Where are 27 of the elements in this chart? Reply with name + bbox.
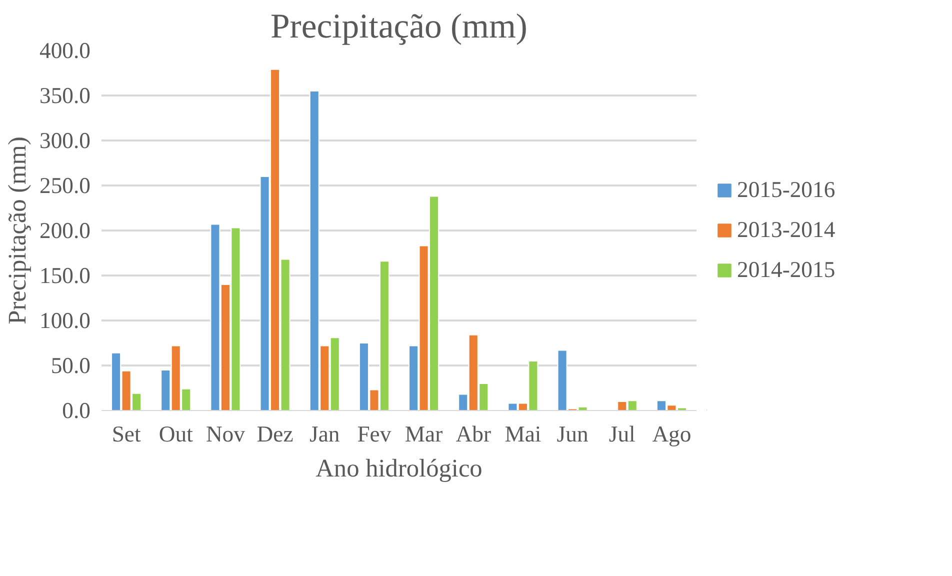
y-tick-label: 50.0 xyxy=(50,353,91,378)
x-tick-label: Mar xyxy=(404,422,444,446)
y-tick-label: 300.0 xyxy=(40,128,91,153)
y-tick-label: 0.0 xyxy=(62,398,91,423)
legend-label: 2015-2016 xyxy=(737,177,836,203)
legend-label: 2013-2014 xyxy=(737,217,836,243)
x-tick-label: Fev xyxy=(357,422,392,446)
y-tick-label: 100.0 xyxy=(40,308,91,333)
x-tick-label: Abr xyxy=(456,422,492,446)
x-axis-title: Ano hidrológico xyxy=(316,454,482,482)
y-tick-label: 150.0 xyxy=(40,263,91,288)
x-tick-label: Nov xyxy=(206,422,246,446)
x-tick-label: Ago xyxy=(652,422,692,446)
y-tick-label: 400.0 xyxy=(40,38,91,63)
y-tick-label: 250.0 xyxy=(40,173,91,198)
chart-title: Precipitação (mm) xyxy=(270,8,528,46)
x-tick-label: Jan xyxy=(310,422,340,446)
x-tick-label: Set xyxy=(112,422,142,446)
y-axis-title: Precipitação (mm) xyxy=(4,136,32,324)
x-tick-label: Jul xyxy=(608,422,636,446)
x-tick-label: Dez xyxy=(256,422,294,446)
x-tick-label: Out xyxy=(158,422,194,446)
y-tick-label: 200.0 xyxy=(40,218,91,243)
y-tick-label: 350.0 xyxy=(40,83,91,108)
x-tick-label: Jun xyxy=(556,422,588,446)
x-tick-label: Mai xyxy=(504,422,542,446)
legend-label: 2014-2015 xyxy=(737,257,836,283)
